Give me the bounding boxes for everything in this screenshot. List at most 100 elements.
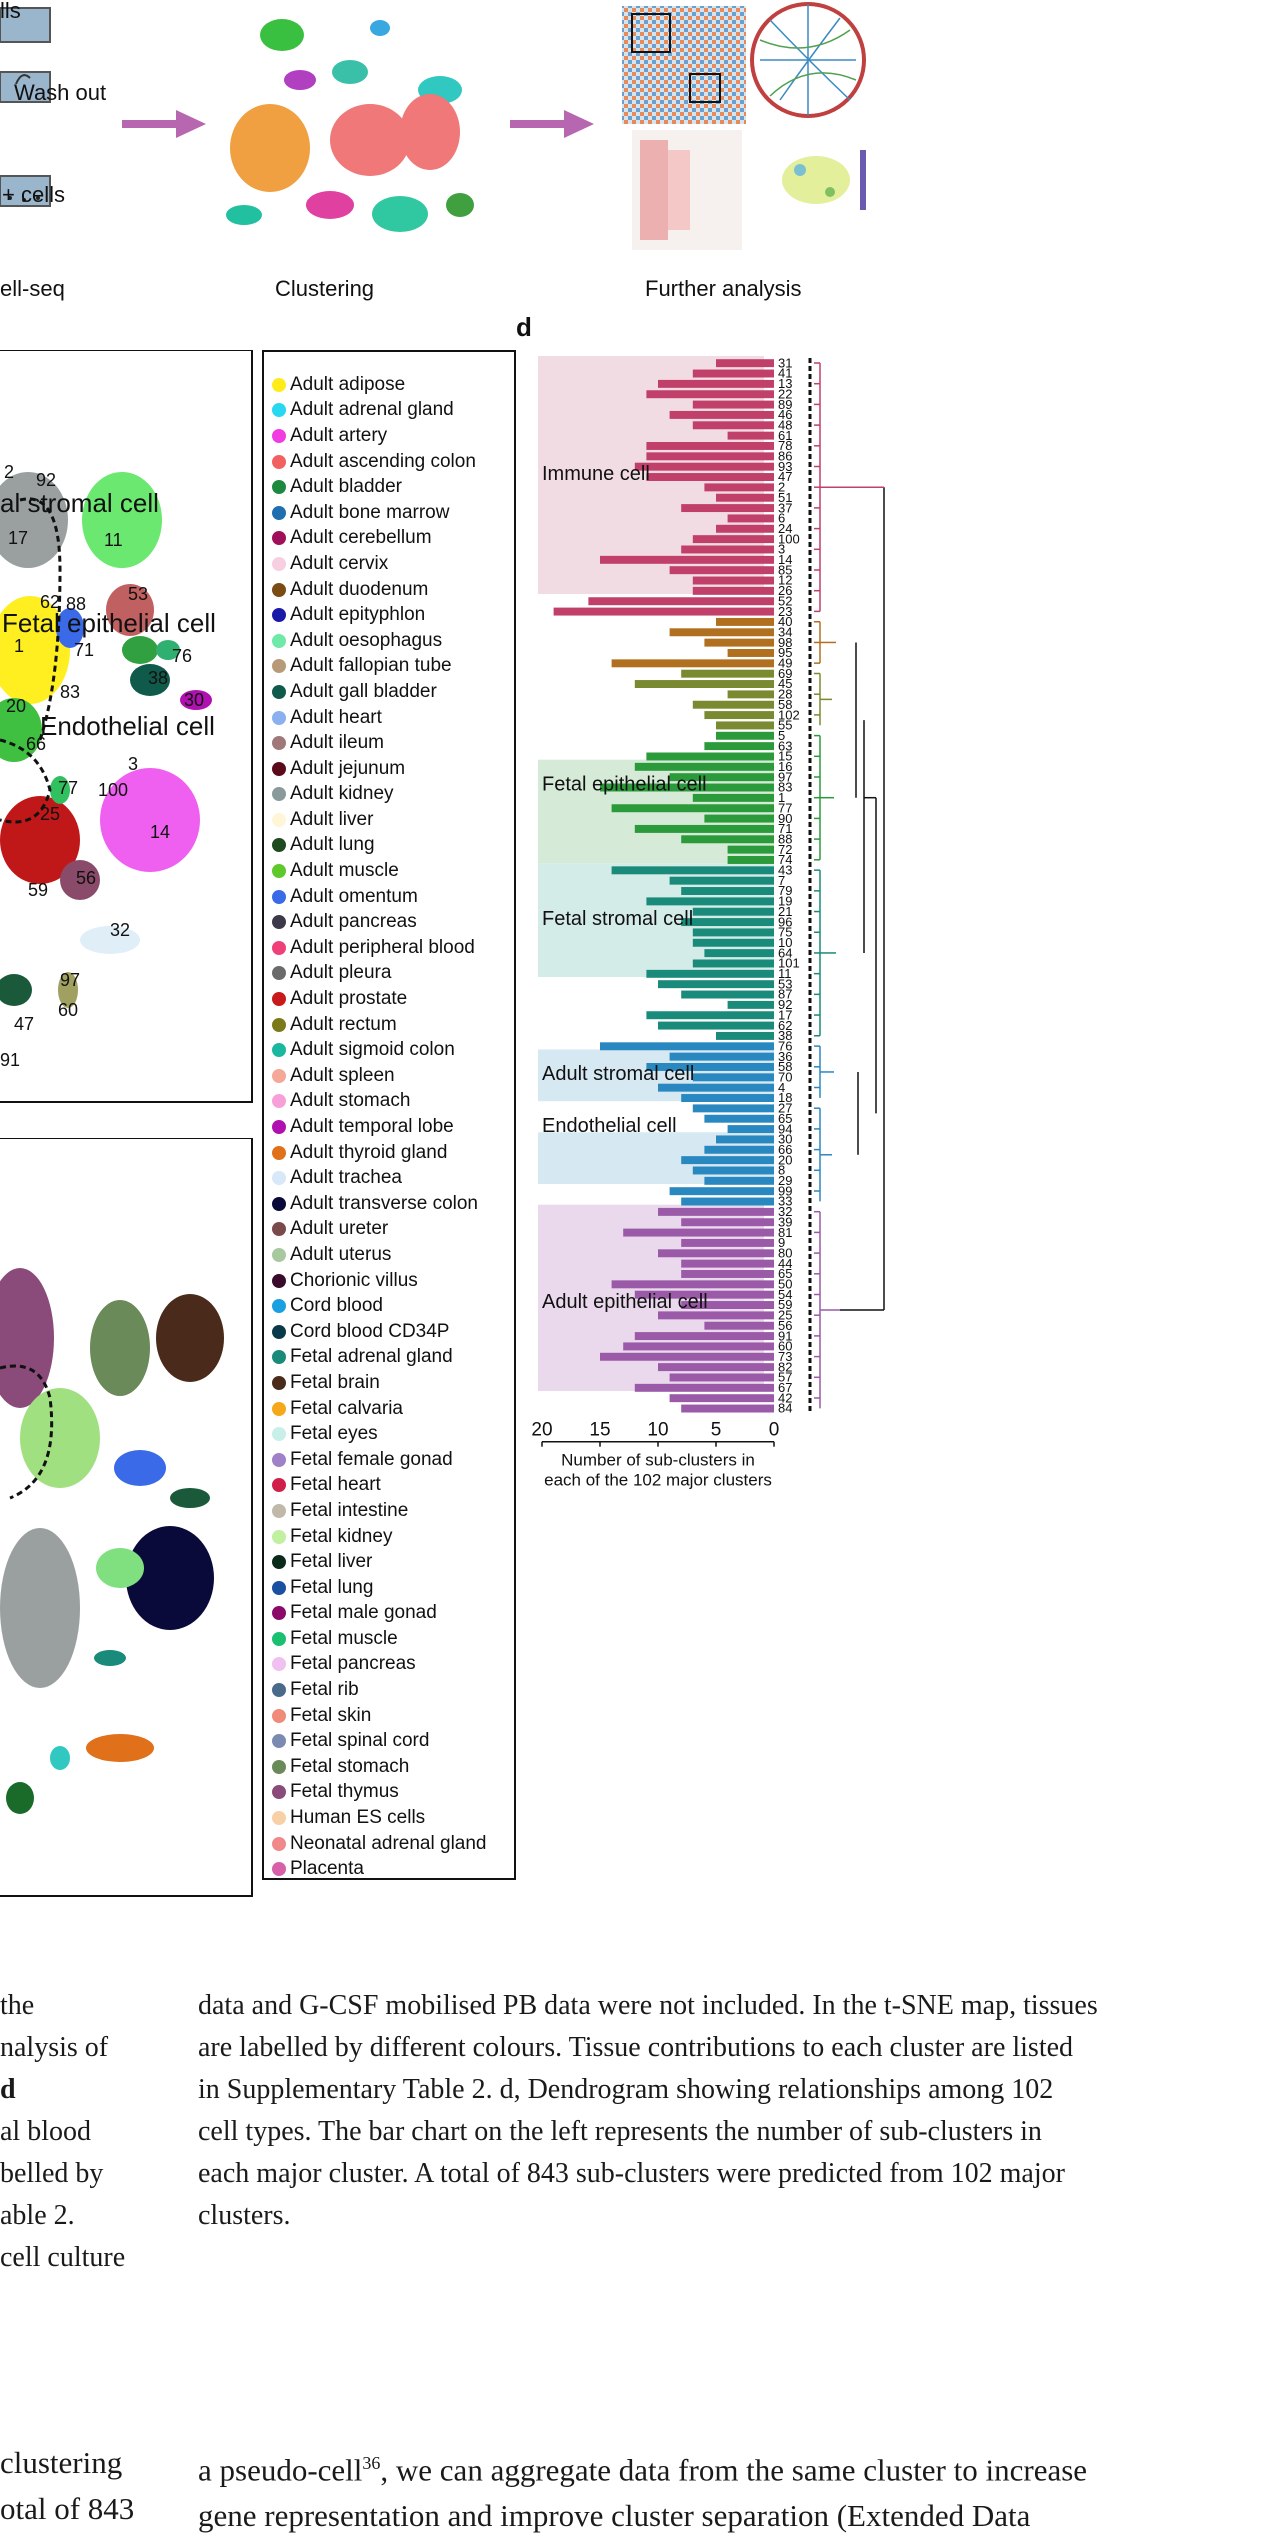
legend-swatch-icon bbox=[272, 1580, 286, 1595]
dendrogram-chart: d314113228946486178869347251376241003148… bbox=[516, 312, 885, 1490]
legend-label: Fetal kidney bbox=[290, 1525, 393, 1547]
tsne-cluster-number: 88 bbox=[66, 594, 86, 614]
bar bbox=[716, 493, 774, 502]
legend-item: Fetal heart bbox=[272, 1473, 512, 1499]
leaf-label: 55 bbox=[778, 718, 792, 733]
leaf-label: 75 bbox=[778, 925, 792, 940]
legend-item: Human ES cells bbox=[272, 1805, 512, 1831]
leaf-label: 23 bbox=[778, 604, 792, 619]
leaf-label: 40 bbox=[778, 614, 792, 629]
leaf-label: 22 bbox=[778, 386, 792, 401]
bar bbox=[669, 628, 774, 637]
leaf-label: 4 bbox=[778, 1080, 785, 1095]
leaf-label: 9 bbox=[778, 1235, 785, 1250]
bar bbox=[727, 690, 774, 699]
leaf-label: 7 bbox=[778, 873, 785, 888]
bar bbox=[692, 793, 774, 802]
legend-swatch-icon bbox=[272, 1708, 286, 1723]
bar bbox=[727, 514, 774, 523]
leaf-label: 36 bbox=[778, 1049, 792, 1064]
legend-swatch-icon bbox=[272, 1785, 286, 1800]
legend-item: Neonatal adrenal gland bbox=[272, 1831, 512, 1857]
bar bbox=[692, 1104, 774, 1113]
legend-label: Chorionic villus bbox=[290, 1269, 418, 1291]
leaf-label: 66 bbox=[778, 1142, 792, 1157]
leaf-label: 56 bbox=[778, 1318, 792, 1333]
group-label: Endothelial cell bbox=[542, 1115, 677, 1137]
legend-item: Fetal brain bbox=[272, 1370, 512, 1396]
group-label: Adult stromal cell bbox=[542, 1063, 694, 1085]
tsne-cluster-number: 25 bbox=[40, 804, 60, 824]
legend-swatch-icon bbox=[272, 812, 286, 827]
leaf-label: 33 bbox=[778, 1194, 792, 1209]
leaf-label: 11 bbox=[778, 966, 792, 981]
legend-label: Adult cerebellum bbox=[290, 527, 432, 549]
legend-label: Adult lung bbox=[290, 834, 375, 856]
bar bbox=[658, 1207, 774, 1216]
leaf-label: 38 bbox=[778, 1028, 792, 1043]
leaf-label: 65 bbox=[778, 1111, 792, 1126]
tsne-cluster-number: 56 bbox=[76, 868, 96, 888]
legend-swatch-icon bbox=[272, 992, 286, 1007]
bar bbox=[716, 1031, 774, 1040]
tsne-cluster-number: 30 bbox=[184, 690, 204, 710]
caption-left-line: the bbox=[0, 1990, 35, 2021]
legend-swatch-icon bbox=[272, 1759, 286, 1774]
bar bbox=[716, 359, 774, 368]
leaf-label: 50 bbox=[778, 1277, 792, 1292]
legend-swatch-icon bbox=[272, 736, 286, 751]
legend-label: Adult artery bbox=[290, 424, 388, 446]
legend-item: Fetal thymus bbox=[272, 1780, 512, 1806]
legend-item: Adult ureter bbox=[272, 1217, 512, 1243]
tsne-panel-bottom bbox=[0, 1138, 253, 1897]
bar bbox=[611, 1280, 774, 1289]
legend-item: Adult lung bbox=[272, 833, 512, 859]
leaf-label: 74 bbox=[778, 852, 792, 867]
leaf-label: 79 bbox=[778, 883, 792, 898]
legend-label: Fetal rib bbox=[290, 1679, 359, 1701]
legend-item: Adult artery bbox=[272, 423, 512, 449]
leaf-label: 18 bbox=[778, 1090, 792, 1105]
network-thumbnail bbox=[782, 150, 866, 210]
legend-item: Fetal female gonad bbox=[272, 1447, 512, 1473]
legend-item: Adult sigmoid colon bbox=[272, 1037, 512, 1063]
leaf-label: 67 bbox=[778, 1380, 792, 1395]
legend-label: Adult uterus bbox=[290, 1243, 392, 1265]
legend-swatch-icon bbox=[272, 940, 286, 955]
bar bbox=[681, 1404, 774, 1413]
leaf-label: 70 bbox=[778, 1070, 792, 1085]
bar bbox=[681, 1238, 774, 1247]
leaf-label: 45 bbox=[778, 676, 792, 691]
leaf-label: 93 bbox=[778, 459, 792, 474]
legend-label: Fetal lung bbox=[290, 1576, 374, 1598]
bar bbox=[704, 814, 774, 823]
leaf-label: 5 bbox=[778, 728, 785, 743]
bar bbox=[716, 721, 774, 730]
legend-item: Fetal rib bbox=[272, 1677, 512, 1703]
legend-label: Fetal eyes bbox=[290, 1423, 378, 1445]
leaf-label: 61 bbox=[778, 428, 792, 443]
bar bbox=[692, 700, 774, 709]
legend-item: Adult stomach bbox=[272, 1089, 512, 1115]
tsne-cluster-number: 83 bbox=[60, 682, 80, 702]
legend-label: Fetal intestine bbox=[290, 1499, 409, 1521]
leaf-label: 52 bbox=[778, 593, 792, 608]
x-tick-label: 20 bbox=[531, 1420, 552, 1441]
legend-item: Adult bladder bbox=[272, 474, 512, 500]
clustering-thumbnail bbox=[226, 19, 474, 232]
x-tick-label: 15 bbox=[589, 1420, 610, 1441]
legend-label: Fetal muscle bbox=[290, 1627, 398, 1649]
tsne-label-fetal-stromal: al stromal cell bbox=[0, 488, 159, 518]
legend-label: Fetal thymus bbox=[290, 1781, 399, 1803]
bar bbox=[600, 783, 774, 792]
legend-swatch-icon bbox=[272, 1631, 286, 1646]
bar bbox=[658, 980, 774, 989]
label-cells: lls bbox=[0, 0, 21, 23]
legend-swatch-icon bbox=[272, 1683, 286, 1698]
legend-item: Fetal liver bbox=[272, 1549, 512, 1575]
bar bbox=[681, 1094, 774, 1102]
legend-label: Adult ascending colon bbox=[290, 450, 476, 472]
leaf-label: 57 bbox=[778, 1370, 792, 1385]
legend-item: Fetal calvaria bbox=[272, 1396, 512, 1422]
bar bbox=[600, 555, 774, 564]
